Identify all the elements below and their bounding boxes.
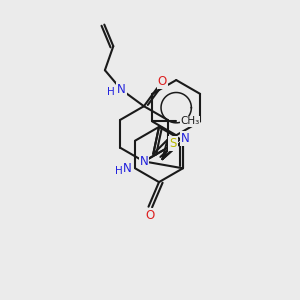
Text: N: N <box>123 162 132 175</box>
Text: N: N <box>117 83 126 96</box>
Text: O: O <box>158 75 167 88</box>
Text: H: H <box>115 166 122 176</box>
Text: O: O <box>146 208 154 222</box>
Text: S: S <box>169 137 177 150</box>
Text: N: N <box>140 155 148 168</box>
Text: N: N <box>181 132 190 145</box>
Text: H: H <box>107 87 115 97</box>
Text: CH₃: CH₃ <box>180 116 200 127</box>
